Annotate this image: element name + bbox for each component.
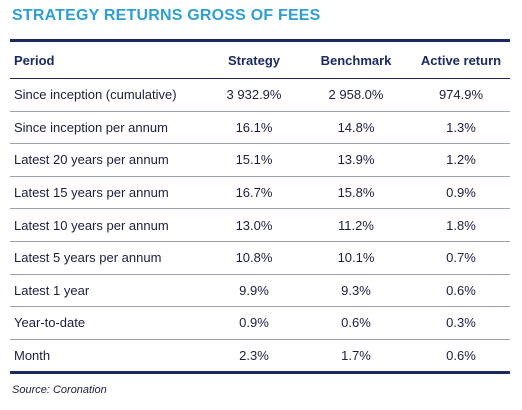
benchmark-cell: 14.8% bbox=[300, 111, 412, 145]
strategy-cell: 0.9% bbox=[208, 306, 300, 340]
returns-table: Period Strategy Benchmark Active return … bbox=[10, 39, 510, 375]
table-row: Month 2.3% 1.7% 0.6% bbox=[10, 339, 510, 373]
header-row: Period Strategy Benchmark Active return bbox=[10, 40, 510, 79]
active-return-cell: 0.3% bbox=[412, 306, 510, 340]
header-period: Period bbox=[10, 40, 208, 79]
strategy-cell: 16.1% bbox=[208, 111, 300, 145]
benchmark-cell: 0.6% bbox=[300, 306, 412, 340]
strategy-cell: 2.3% bbox=[239, 348, 269, 364]
period-cell: Latest 1 year bbox=[10, 274, 208, 308]
period-cell: Latest 20 years per annum bbox=[10, 143, 208, 177]
table-row: Latest 15 years per annum 16.7% 15.8% 0.… bbox=[10, 176, 510, 210]
active-return-cell: 0.9% bbox=[412, 176, 510, 210]
period-cell: Since inception per annum bbox=[10, 111, 208, 145]
table-row: Year-to-date 0.9% 0.6% 0.3% bbox=[10, 306, 510, 340]
active-return-cell: 1.3% bbox=[412, 111, 510, 145]
benchmark-cell: 2 958.0% bbox=[300, 78, 412, 112]
table-row: Latest 1 year 9.9% 9.3% 0.6% bbox=[10, 274, 510, 308]
period-cell: Latest 10 years per annum bbox=[10, 208, 208, 242]
benchmark-cell: 9.3% bbox=[300, 274, 412, 308]
benchmark-cell: 13.9% bbox=[300, 143, 412, 177]
period-cell: Latest 15 years per annum bbox=[10, 176, 208, 210]
table-row: Latest 10 years per annum 13.0% 11.2% 1.… bbox=[10, 208, 510, 242]
strategy-cell: 15.1% bbox=[208, 143, 300, 177]
header-active-return: Active return bbox=[412, 40, 510, 79]
active-return-cell: 0.6% bbox=[446, 348, 476, 364]
benchmark-cell: 11.2% bbox=[300, 208, 412, 242]
period-cell: Year-to-date bbox=[10, 306, 208, 340]
table-row: Since inception per annum 16.1% 14.8% 1.… bbox=[10, 111, 510, 145]
active-return-cell: 1.2% bbox=[412, 143, 510, 177]
period-cell: Month bbox=[14, 348, 51, 364]
strategy-cell: 10.8% bbox=[208, 241, 300, 275]
period-cell: Since inception (cumulative) bbox=[10, 78, 208, 112]
active-return-cell: 0.6% bbox=[412, 274, 510, 308]
header-strategy: Strategy bbox=[208, 40, 300, 79]
active-return-cell: 1.8% bbox=[412, 208, 510, 242]
strategy-cell: 13.0% bbox=[208, 208, 300, 242]
active-return-cell: 0.7% bbox=[412, 241, 510, 275]
benchmark-cell: 10.1% bbox=[300, 241, 412, 275]
page-title: STRATEGY RETURNS GROSS OF FEES bbox=[12, 7, 321, 24]
table-row: Since inception (cumulative) 3 932.9% 2 … bbox=[10, 78, 510, 112]
source-note: Source: Coronation bbox=[12, 384, 107, 396]
period-cell: Latest 5 years per annum bbox=[10, 241, 208, 275]
table-row: Latest 5 years per annum 10.8% 10.1% 0.7… bbox=[10, 241, 510, 275]
strategy-cell: 9.9% bbox=[208, 274, 300, 308]
table-row: Latest 20 years per annum 15.1% 13.9% 1.… bbox=[10, 143, 510, 177]
active-return-cell: 974.9% bbox=[412, 78, 510, 112]
header-benchmark: Benchmark bbox=[300, 40, 412, 79]
benchmark-cell: 15.8% bbox=[300, 176, 412, 210]
benchmark-cell: 1.7% bbox=[341, 348, 371, 364]
strategy-cell: 16.7% bbox=[208, 176, 300, 210]
strategy-cell: 3 932.9% bbox=[208, 78, 300, 112]
